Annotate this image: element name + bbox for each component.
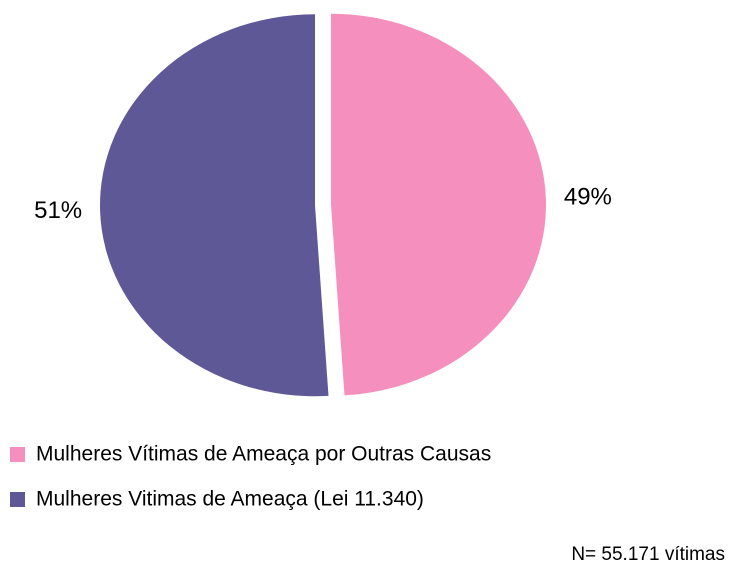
legend-label: Mulheres Vitimas de Ameaça (Lei 11.340)	[36, 488, 424, 511]
annotation: N= 55.171 vítimas	[571, 544, 725, 565]
pie-slice	[330, 13, 546, 396]
data-label: 49%	[564, 184, 612, 211]
data-label: 51%	[34, 197, 82, 224]
legend-label: Mulheres Vítimas de Ameaça por Outras Ca…	[36, 443, 491, 466]
legend-swatch	[10, 492, 25, 507]
pie-slice	[100, 14, 329, 397]
legend-swatch	[10, 447, 25, 462]
